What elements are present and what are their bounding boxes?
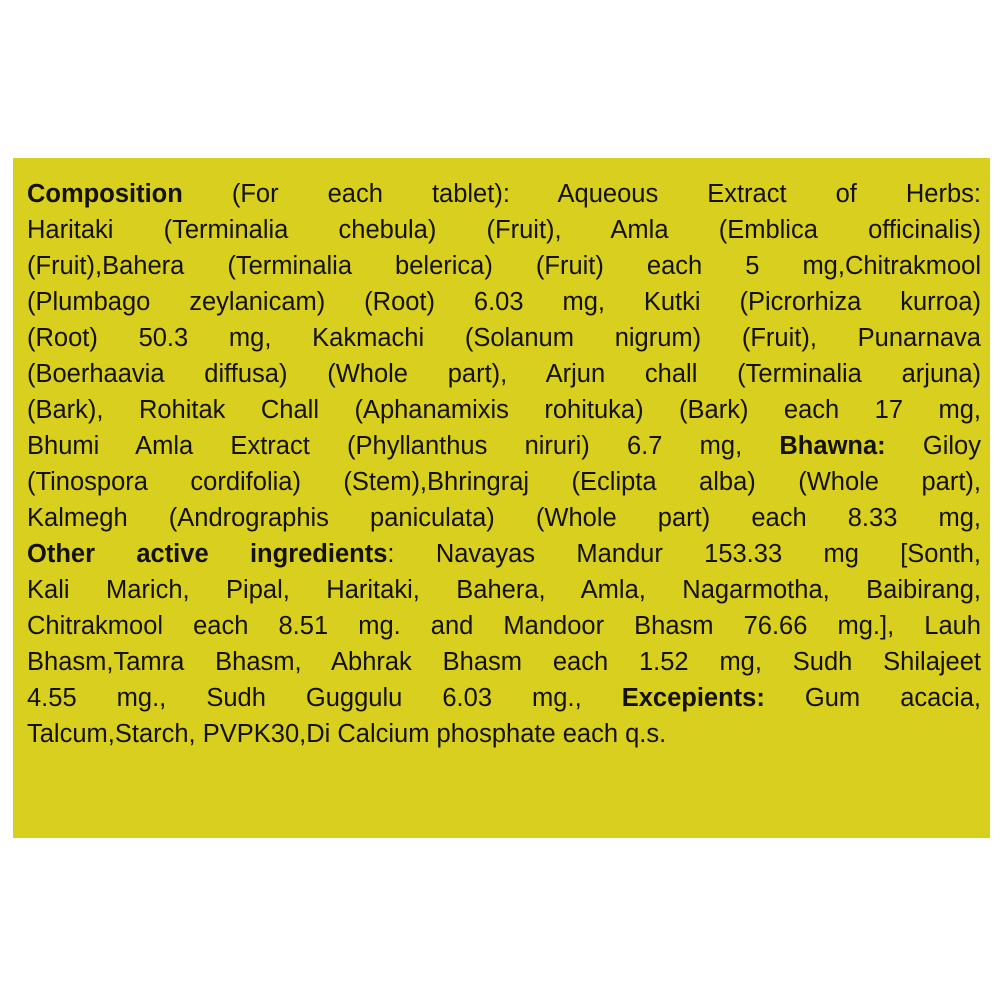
text-line: Other active ingredients: Navayas Mandur… [27,536,981,572]
text-line: Bhasm,Tamra Bhasm, Abhrak Bhasm each 1.5… [27,644,981,680]
text-line: Bhumi Amla Extract (Phyllanthus niruri) … [27,428,981,464]
text-segment: Bhumi Amla Extract (Phyllanthus niruri) … [27,432,780,460]
text-segment: Kali Marich, Pipal, Haritaki, Bahera, Am… [27,576,981,604]
text-segment: (Fruit),Bahera (Terminalia belerica) (Fr… [27,252,981,280]
text-segment: (For each tablet): Aqueous Extract of He… [182,180,981,208]
text-line: Composition (For each tablet): Aqueous E… [27,176,981,212]
text-segment: (Bark), Rohitak Chall (Aphanamixis rohit… [27,396,981,424]
text-segment: Kalmegh (Andrographis paniculata) (Whole… [27,504,981,532]
text-segment: (Plumbago zeylanicam) (Root) 6.03 mg, Ku… [27,288,981,316]
bold-heading: Composition [27,180,183,208]
text-segment: Haritaki (Terminalia chebula) (Fruit), A… [27,216,981,244]
composition-text: Composition (For each tablet): Aqueous E… [27,176,981,752]
bold-heading: Other active ingredients [27,540,388,568]
text-segment: 4.55 mg., Sudh Guggulu 6.03 mg., [27,684,622,712]
text-line: (Boerhaavia diffusa) (Whole part), Arjun… [27,356,981,392]
text-segment: (Boerhaavia diffusa) (Whole part), Arjun… [27,360,981,388]
text-line: 4.55 mg., Sudh Guggulu 6.03 mg., Excepie… [27,680,981,716]
text-segment: Talcum,Starch, PVPK30,Di Calcium phospha… [27,720,667,748]
text-line: Kalmegh (Andrographis paniculata) (Whole… [27,500,981,536]
label-panel: Composition (For each tablet): Aqueous E… [13,158,990,838]
text-line: Talcum,Starch, PVPK30,Di Calcium phospha… [27,716,981,752]
text-segment: Giloy [885,432,981,460]
text-segment: Gum acacia, [764,684,981,712]
bold-heading: Excepients: [621,684,765,712]
bold-heading: Bhawna: [779,432,886,460]
text-line: Haritaki (Terminalia chebula) (Fruit), A… [27,212,981,248]
text-line: (Tinospora cordifolia) (Stem),Bhringraj … [27,464,981,500]
text-line: (Plumbago zeylanicam) (Root) 6.03 mg, Ku… [27,284,981,320]
text-line: (Root) 50.3 mg, Kakmachi (Solanum nigrum… [27,320,981,356]
text-line: (Bark), Rohitak Chall (Aphanamixis rohit… [27,392,981,428]
text-segment: Chitrakmool each 8.51 mg. and Mandoor Bh… [27,612,981,640]
text-segment: (Root) 50.3 mg, Kakmachi (Solanum nigrum… [27,324,981,352]
text-segment: : Navayas Mandur 153.33 mg [Sonth, [387,540,982,568]
text-line: (Fruit),Bahera (Terminalia belerica) (Fr… [27,248,981,284]
text-segment: (Tinospora cordifolia) (Stem),Bhringraj … [27,468,981,496]
text-line: Kali Marich, Pipal, Haritaki, Bahera, Am… [27,572,981,608]
text-line: Chitrakmool each 8.51 mg. and Mandoor Bh… [27,608,981,644]
text-segment: Bhasm,Tamra Bhasm, Abhrak Bhasm each 1.5… [27,648,981,676]
